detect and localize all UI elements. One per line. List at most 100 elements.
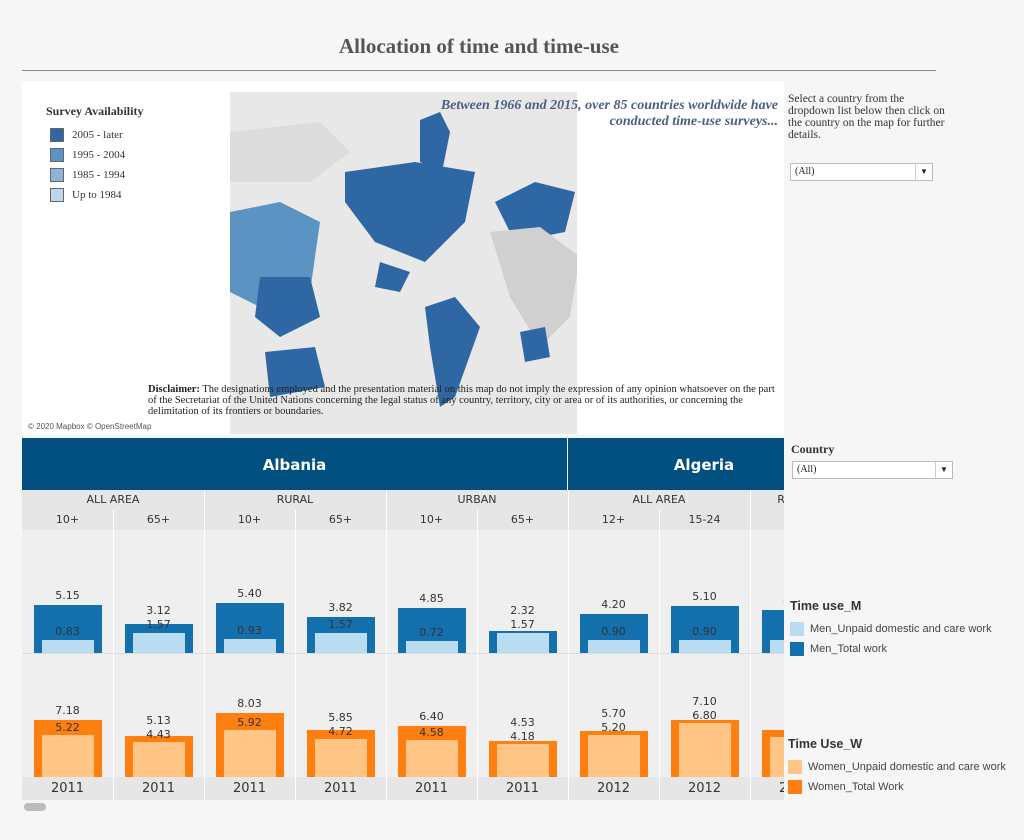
divider bbox=[750, 490, 751, 800]
swatch-icon bbox=[50, 168, 64, 182]
legend-label: Men_Unpaid domestic and care work bbox=[810, 623, 992, 635]
men-total-label: 3.82 bbox=[328, 601, 353, 615]
time-use-chart[interactable]: Albania Algeria ALL AREA RURAL URBAN ALL AREA… bbox=[22, 438, 784, 800]
women-unpaid-label: 6.80 bbox=[692, 708, 717, 722]
women-unpaid-bar[interactable] bbox=[223, 729, 276, 777]
women-unpaid-label: 5.92 bbox=[237, 715, 262, 729]
men-unpaid-bar[interactable] bbox=[405, 641, 458, 653]
women-unpaid-bar[interactable] bbox=[769, 737, 784, 777]
men-unpaid-bar[interactable] bbox=[769, 639, 784, 653]
women-unpaid-bar[interactable] bbox=[132, 741, 185, 777]
women-unpaid-label: 4.72 bbox=[328, 725, 353, 739]
legend-label: 1985 - 1994 bbox=[72, 169, 126, 181]
chevron-down-icon[interactable]: ▼ bbox=[935, 462, 952, 478]
age-header: 10+ bbox=[419, 513, 444, 526]
year-label: 2011 bbox=[323, 781, 358, 796]
legend-item[interactable]: 2005 - later bbox=[46, 125, 143, 145]
divider bbox=[659, 510, 660, 800]
swatch-icon bbox=[50, 148, 64, 162]
women-total-label: 5.70 bbox=[601, 707, 626, 721]
legend-label: 1995 - 2004 bbox=[72, 149, 126, 161]
area-header: RURAL bbox=[777, 493, 784, 506]
horizontal-scrollbar[interactable] bbox=[22, 802, 784, 812]
legend-item[interactable]: Women_Total Work bbox=[788, 777, 1006, 797]
legend-label: Up to 1984 bbox=[72, 189, 122, 201]
women-unpaid-bar[interactable] bbox=[314, 739, 367, 777]
chevron-down-icon[interactable]: ▼ bbox=[915, 164, 932, 180]
men-unpaid-bar[interactable] bbox=[41, 640, 94, 653]
swatch-icon bbox=[788, 760, 802, 774]
headline-line: conducted time-use surveys... bbox=[609, 114, 778, 129]
area-header: ALL AREA bbox=[86, 493, 140, 506]
women-total-label: 5.85 bbox=[328, 711, 353, 725]
year-label: 2012 bbox=[687, 781, 722, 796]
women-unpaid-bar[interactable] bbox=[496, 743, 549, 777]
men-unpaid-bar[interactable] bbox=[314, 633, 367, 653]
page-title: Allocation of time and time-use bbox=[339, 34, 619, 58]
men-unpaid-label: 0.90 bbox=[756, 625, 784, 638]
map-countries[interactable] bbox=[230, 92, 580, 434]
legend-label: Women_Unpaid domestic and care work bbox=[808, 761, 1006, 773]
women-total-label: 5.90 bbox=[756, 709, 784, 722]
legend-item[interactable]: 1985 - 1994 bbox=[46, 165, 143, 185]
women-unpaid-bar[interactable] bbox=[678, 722, 731, 777]
legend-item[interactable]: 1995 - 2004 bbox=[46, 145, 143, 165]
instructions: Select a country from the dropdown list … bbox=[788, 93, 945, 141]
men-unpaid-bar[interactable] bbox=[496, 633, 549, 653]
swatch-icon bbox=[790, 642, 804, 656]
map-credit[interactable]: © 2020 Mapbox © OpenStreetMap bbox=[28, 422, 152, 431]
divider bbox=[295, 510, 296, 800]
men-total-label: 2.32 bbox=[510, 604, 535, 618]
country-dropdown-map[interactable]: (All) ▼ bbox=[790, 163, 933, 181]
headline-line: Between 1966 and 2015, over 85 countries… bbox=[440, 98, 778, 113]
women-unpaid-label: 4.58 bbox=[419, 726, 444, 740]
swatch-icon bbox=[50, 188, 64, 202]
scrollbar-thumb[interactable] bbox=[24, 803, 46, 811]
legend-item[interactable]: Men_Total work bbox=[790, 639, 992, 659]
age-header: 65+ bbox=[328, 513, 353, 526]
age-header: 12+ bbox=[750, 513, 785, 526]
swatch-icon bbox=[788, 780, 802, 794]
men-unpaid-bar[interactable] bbox=[678, 639, 731, 653]
swatch-icon bbox=[790, 622, 804, 636]
year-label: 2011 bbox=[232, 781, 267, 796]
divider bbox=[477, 510, 478, 800]
women-unpaid-bar[interactable] bbox=[405, 740, 458, 777]
world-map[interactable] bbox=[230, 92, 580, 434]
women-unpaid-label: 5.22 bbox=[55, 721, 80, 735]
year-row-bg bbox=[22, 777, 784, 800]
disclaimer-text: The designations employed and the presen… bbox=[148, 384, 775, 417]
legend-label: Men_Total work bbox=[810, 643, 888, 655]
men-total-label: 4.85 bbox=[419, 591, 444, 605]
header-bg bbox=[22, 490, 784, 530]
women-unpaid-label: 5.00 bbox=[756, 723, 784, 736]
legend-label: Women_Total Work bbox=[808, 781, 904, 793]
men-unpaid-label: 1.57 bbox=[146, 618, 171, 632]
country-header[interactable]: Albania bbox=[22, 438, 567, 490]
age-header: 10+ bbox=[55, 513, 80, 526]
world-map-panel[interactable]: Survey Availability 2005 - later 1995 - … bbox=[22, 82, 784, 434]
swatch-icon bbox=[50, 128, 64, 142]
men-unpaid-label: 0.90 bbox=[601, 624, 626, 638]
women-total-label: 8.03 bbox=[237, 696, 262, 710]
men-total-label: 3.12 bbox=[146, 604, 171, 618]
area-header: ALL AREA bbox=[632, 493, 686, 506]
men-total-label: 5.40 bbox=[237, 586, 262, 600]
panel-divider bbox=[22, 653, 784, 654]
legend-women: Time Use_W Women_Unpaid domestic and car… bbox=[788, 737, 1006, 797]
age-header: 65+ bbox=[510, 513, 535, 526]
country-header[interactable]: Algeria bbox=[568, 438, 784, 490]
legend-item[interactable]: Up to 1984 bbox=[46, 185, 143, 205]
men-unpaid-bar[interactable] bbox=[587, 639, 640, 653]
women-unpaid-bar[interactable] bbox=[41, 735, 94, 777]
legend-item[interactable]: Women_Unpaid domestic and care work bbox=[788, 757, 1006, 777]
men-unpaid-bar[interactable] bbox=[132, 633, 185, 653]
country-dropdown[interactable]: (All) ▼ bbox=[792, 461, 953, 479]
dropdown-value: (All) bbox=[795, 166, 815, 177]
women-total-label: 4.53 bbox=[510, 715, 535, 729]
year-label: 2011 bbox=[505, 781, 540, 796]
women-unpaid-bar[interactable] bbox=[587, 735, 640, 777]
men-unpaid-bar[interactable] bbox=[223, 639, 276, 653]
legend-item[interactable]: Men_Unpaid domestic and care work bbox=[790, 619, 992, 639]
age-header: 65+ bbox=[146, 513, 171, 526]
